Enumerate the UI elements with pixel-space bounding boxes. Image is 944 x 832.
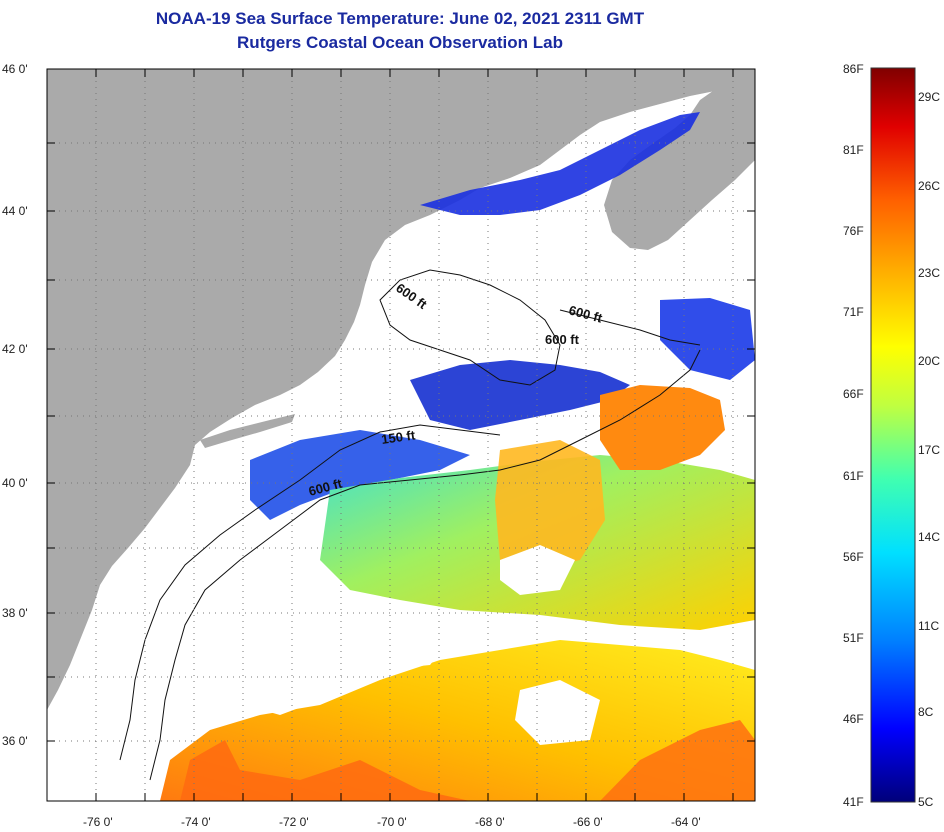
lon-label-64: -64 0' xyxy=(671,815,701,829)
lat-label-44: 44 0' xyxy=(2,204,28,218)
lat-label-38: 38 0' xyxy=(2,606,28,620)
colorbar-label-66f: 66F xyxy=(843,387,864,401)
sst-warm-eddy xyxy=(600,385,725,470)
colorbar-label-5c: 5C xyxy=(918,795,934,809)
land-us-northeast xyxy=(47,69,755,710)
lat-label-46: 46 0' xyxy=(2,62,28,76)
colorbar-label-29c: 29C xyxy=(918,90,940,104)
frame-ticks xyxy=(47,69,755,801)
lon-label-70: -70 0' xyxy=(377,815,407,829)
sst-gulf-of-maine xyxy=(420,112,700,215)
sst-georges-bank xyxy=(410,360,630,430)
contour-label-600ft-east: 600 ft xyxy=(545,332,580,347)
cloud-patch-3 xyxy=(355,620,450,670)
lon-label-72: -72 0' xyxy=(279,815,309,829)
colorbar-label-14c: 14C xyxy=(918,530,940,544)
colorbar-label-71f: 71F xyxy=(843,305,864,319)
colorbar-label-8c: 8C xyxy=(918,705,934,719)
bathymetry-150ft-contour xyxy=(119,424,501,761)
colorbar-label-56f: 56F xyxy=(843,550,864,564)
colorbar-label-86f: 86F xyxy=(843,62,864,76)
graticule xyxy=(47,69,755,801)
lat-label-42: 42 0' xyxy=(2,342,28,356)
colorbar xyxy=(870,67,916,803)
colorbar-label-51f: 51F xyxy=(843,631,864,645)
land-long-island xyxy=(200,414,295,448)
colorbar-label-81f: 81F xyxy=(843,143,864,157)
map-title: NOAA-19 Sea Surface Temperature: June 02… xyxy=(155,9,645,28)
sst-gulf-stream xyxy=(160,640,755,801)
colorbar-label-26c: 26C xyxy=(918,179,940,193)
sst-warm-southeast xyxy=(600,720,755,801)
bathymetry-northeast-contour xyxy=(559,309,701,346)
lon-label-66: -66 0' xyxy=(573,815,603,829)
colorbar-label-17c: 17C xyxy=(918,443,940,457)
cloud-patch-4 xyxy=(245,670,320,715)
lon-label-74: -74 0' xyxy=(181,815,211,829)
colorbar-label-20c: 20C xyxy=(918,354,940,368)
sst-warm-south xyxy=(180,740,470,801)
sst-warm-patch xyxy=(495,440,605,570)
colorbar-label-11c: 11C xyxy=(918,619,939,633)
cloud-patch-2 xyxy=(515,680,600,745)
lat-label-36: 36 0' xyxy=(2,734,28,748)
bathymetry-gulf-of-maine-contour xyxy=(379,269,561,386)
sst-shelf-blue xyxy=(250,430,470,520)
land-nova-scotia xyxy=(604,69,755,250)
lat-label-40: 40 0' xyxy=(2,476,28,490)
lon-label-76: -76 0' xyxy=(83,815,113,829)
map-frame xyxy=(46,68,756,802)
colorbar-label-61f: 61F xyxy=(843,469,864,483)
lon-label-68: -68 0' xyxy=(475,815,505,829)
colorbar-label-41f: 41F xyxy=(843,795,864,809)
bathymetry-600ft-contour xyxy=(149,349,701,781)
map-subtitle: Rutgers Coastal Ocean Observation Lab xyxy=(237,33,563,52)
colorbar-label-46f: 46F xyxy=(843,712,864,726)
sst-east-blue xyxy=(660,298,755,380)
cloud-patch-1 xyxy=(500,545,575,595)
colorbar-label-76f: 76F xyxy=(843,224,864,238)
contour-label-150ft: 150 ft xyxy=(380,427,416,447)
colorbar-label-23c: 23C xyxy=(918,266,940,280)
